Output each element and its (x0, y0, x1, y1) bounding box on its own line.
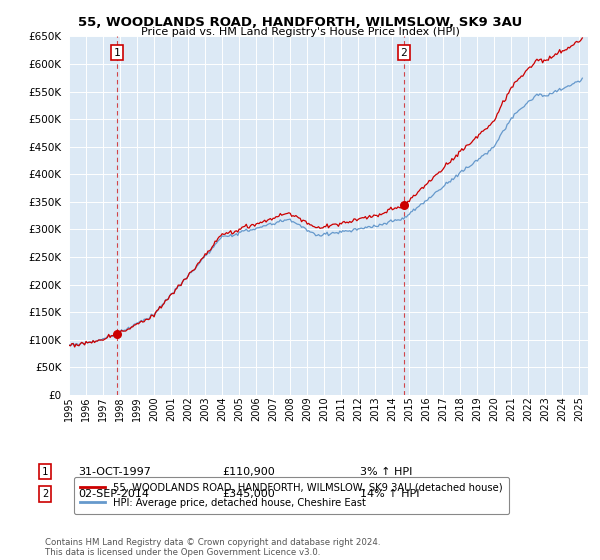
Legend: 55, WOODLANDS ROAD, HANDFORTH, WILMSLOW, SK9 3AU (detached house), HPI: Average : 55, WOODLANDS ROAD, HANDFORTH, WILMSLOW,… (74, 477, 509, 514)
Text: 55, WOODLANDS ROAD, HANDFORTH, WILMSLOW, SK9 3AU: 55, WOODLANDS ROAD, HANDFORTH, WILMSLOW,… (78, 16, 522, 29)
Text: 02-SEP-2014: 02-SEP-2014 (78, 489, 149, 499)
Text: 1: 1 (42, 466, 48, 477)
Text: Price paid vs. HM Land Registry's House Price Index (HPI): Price paid vs. HM Land Registry's House … (140, 27, 460, 37)
Text: £110,900: £110,900 (222, 466, 275, 477)
Point (399, 200, 409, 209)
Text: £345,000: £345,000 (222, 489, 275, 499)
Text: 2: 2 (400, 48, 407, 58)
Text: 1: 1 (114, 48, 121, 58)
Text: 3% ↑ HPI: 3% ↑ HPI (360, 466, 412, 477)
Point (112, 329, 122, 338)
Text: 2: 2 (42, 489, 48, 499)
Text: 31-OCT-1997: 31-OCT-1997 (78, 466, 151, 477)
Text: 14% ↑ HPI: 14% ↑ HPI (360, 489, 419, 499)
Text: Contains HM Land Registry data © Crown copyright and database right 2024.
This d: Contains HM Land Registry data © Crown c… (45, 538, 380, 557)
